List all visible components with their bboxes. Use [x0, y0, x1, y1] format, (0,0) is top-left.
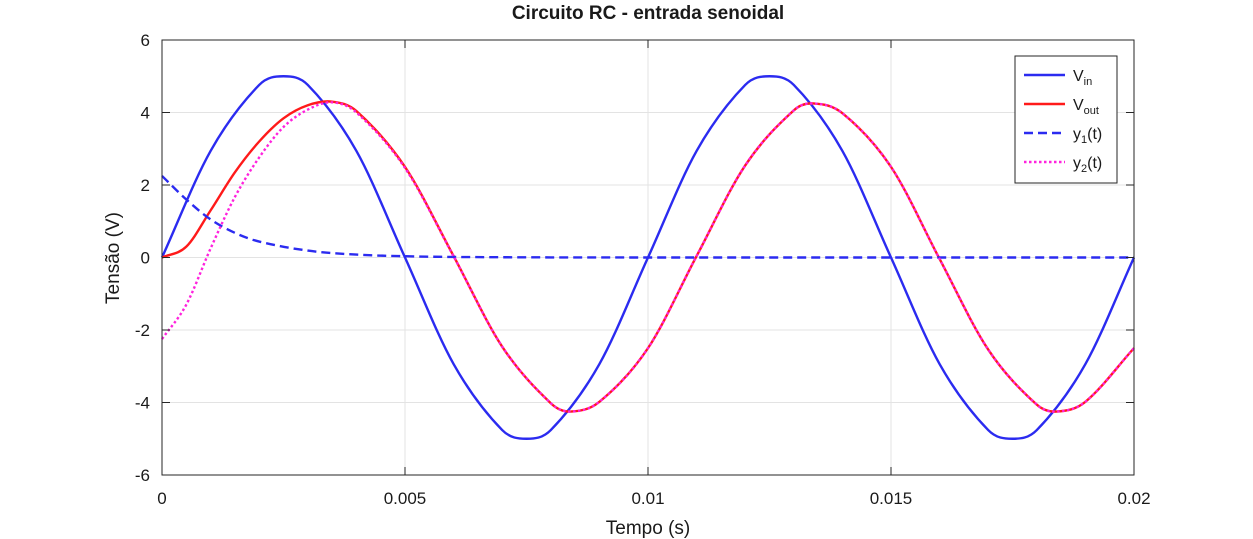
series-layer: [160, 75, 1136, 440]
x-axis-label: Tempo (s): [606, 518, 690, 539]
chart-title: Circuito RC - entrada senoidal: [512, 3, 784, 24]
x-tick-label: 0.02: [1117, 489, 1150, 508]
x-tick-label: 0.015: [870, 489, 913, 508]
legend-label-vout: Vout: [1073, 97, 1099, 117]
series-line-y1: [161, 175, 1134, 259]
legend-label-y2: y2(t): [1073, 155, 1102, 175]
legend-label-y1: y1(t): [1073, 126, 1102, 146]
y-tick-label: -6: [135, 466, 150, 485]
legend-box: [1014, 55, 1118, 184]
y-tick-label: -4: [135, 394, 150, 413]
x-tick-label: 0.01: [631, 489, 664, 508]
series-line-vout: [161, 100, 1135, 413]
y-tick-label: -2: [135, 321, 150, 340]
legend-label-vin: Vin: [1073, 68, 1092, 88]
y-axis-label: Tensão (V): [103, 212, 124, 304]
y-tick-label: 0: [141, 249, 150, 268]
x-tick-label: 0: [157, 489, 166, 508]
legend: Vin Vout y1(t) y2(t): [1014, 55, 1118, 184]
y-tick-label: 4: [141, 104, 150, 123]
y-tick-label: 6: [141, 31, 150, 50]
series-line-y2: [161, 101, 1135, 413]
y-tick-label: 2: [141, 176, 150, 195]
x-tick-label: 0.005: [384, 489, 427, 508]
axes: [161, 39, 1135, 476]
tick-labels: 0 0.005 0.01 0.015 0.02 -6 -4 -2 0 2 4 6: [135, 31, 1151, 508]
